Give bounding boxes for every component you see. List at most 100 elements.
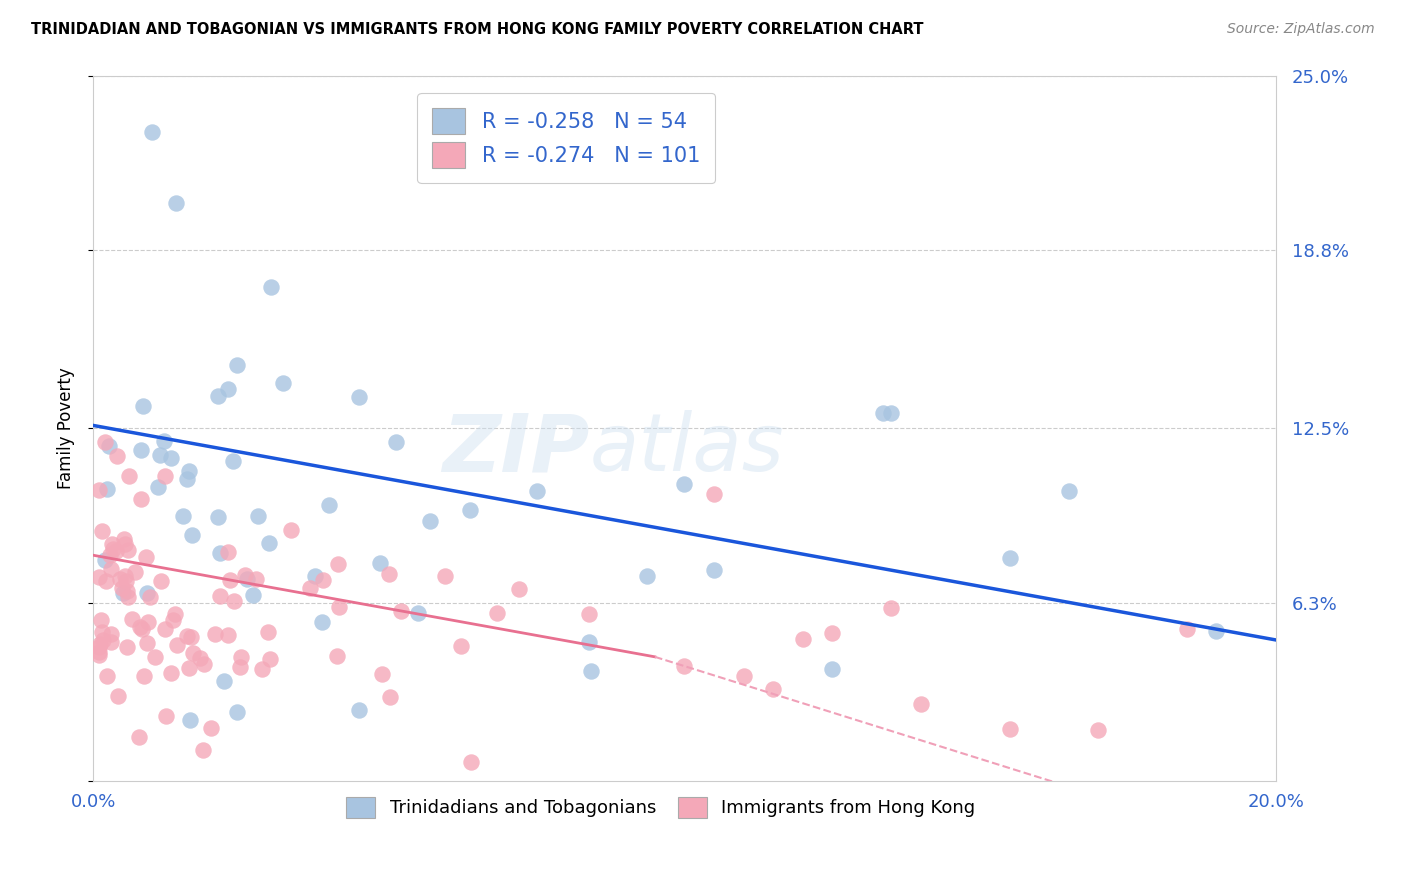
Point xyxy=(326,557,349,571)
Point xyxy=(153,469,176,483)
Point xyxy=(212,674,235,689)
Point xyxy=(100,626,122,640)
Text: Source: ZipAtlas.com: Source: ZipAtlas.com xyxy=(1227,22,1375,37)
Point xyxy=(242,588,264,602)
Point xyxy=(107,689,129,703)
Point xyxy=(246,509,269,524)
Point xyxy=(226,705,249,719)
Point xyxy=(280,523,302,537)
Point xyxy=(508,582,530,596)
Point xyxy=(460,755,482,769)
Point xyxy=(1057,483,1080,498)
Point xyxy=(257,536,280,550)
Point xyxy=(150,574,173,588)
Point xyxy=(91,632,114,647)
Point xyxy=(325,648,347,663)
Point xyxy=(408,606,430,620)
Point xyxy=(138,615,160,629)
Point xyxy=(129,442,152,457)
Point xyxy=(138,591,160,605)
Point xyxy=(229,659,252,673)
Point xyxy=(578,635,600,649)
Point xyxy=(792,632,814,646)
Point xyxy=(97,439,120,453)
Point xyxy=(90,524,112,539)
Point xyxy=(245,572,267,586)
Point xyxy=(703,487,725,501)
Point xyxy=(385,434,408,449)
Point xyxy=(998,550,1021,565)
Point xyxy=(235,573,257,587)
Point xyxy=(131,622,153,636)
Point xyxy=(136,586,159,600)
Point xyxy=(872,406,894,420)
Point xyxy=(128,731,150,745)
Text: TRINIDADIAN AND TOBAGONIAN VS IMMIGRANTS FROM HONG KONG FAMILY POVERTY CORRELATI: TRINIDADIAN AND TOBAGONIAN VS IMMIGRANTS… xyxy=(31,22,924,37)
Point xyxy=(172,508,194,523)
Point xyxy=(1087,723,1109,738)
Point xyxy=(311,615,333,630)
Point xyxy=(121,612,143,626)
Point xyxy=(129,491,152,506)
Point xyxy=(181,527,204,541)
Point xyxy=(176,629,198,643)
Point xyxy=(208,589,231,603)
Point xyxy=(115,584,138,599)
Point xyxy=(703,563,725,577)
Point xyxy=(225,358,247,372)
Point xyxy=(112,532,135,546)
Point xyxy=(132,400,155,414)
Point xyxy=(89,645,111,659)
Point xyxy=(149,448,172,462)
Point xyxy=(90,613,112,627)
Point xyxy=(115,574,138,588)
Point xyxy=(96,482,118,496)
Point xyxy=(821,662,844,676)
Point xyxy=(217,627,239,641)
Point xyxy=(1205,624,1227,638)
Point xyxy=(89,483,111,498)
Point xyxy=(377,567,399,582)
Point xyxy=(160,450,183,465)
Point xyxy=(207,510,229,524)
Point xyxy=(153,622,176,636)
Point xyxy=(162,614,184,628)
Point xyxy=(450,639,472,653)
Point xyxy=(636,568,658,582)
Point xyxy=(89,570,111,584)
Point xyxy=(152,434,174,449)
Point xyxy=(111,581,134,595)
Point xyxy=(101,542,124,557)
Point xyxy=(370,556,392,570)
Point xyxy=(257,625,280,640)
Point xyxy=(135,636,157,650)
Point xyxy=(419,514,441,528)
Point xyxy=(114,536,136,550)
Point xyxy=(347,390,370,404)
Point xyxy=(526,483,548,498)
Text: atlas: atlas xyxy=(591,410,785,489)
Point xyxy=(233,568,256,582)
Point xyxy=(117,591,139,605)
Point xyxy=(207,389,229,403)
Point xyxy=(1175,623,1198,637)
Point xyxy=(222,593,245,607)
Point xyxy=(118,469,141,483)
Point xyxy=(177,464,200,478)
Point xyxy=(222,454,245,468)
Point xyxy=(318,498,340,512)
Point xyxy=(146,480,169,494)
Point xyxy=(259,280,281,294)
Point xyxy=(96,669,118,683)
Point xyxy=(105,544,128,558)
Point xyxy=(252,662,274,676)
Point xyxy=(204,627,226,641)
Point xyxy=(998,722,1021,736)
Point xyxy=(217,382,239,396)
Point xyxy=(673,659,696,673)
Point xyxy=(141,125,163,139)
Point xyxy=(100,537,122,551)
Point xyxy=(209,546,232,560)
Point xyxy=(328,600,350,615)
Point xyxy=(155,709,177,723)
